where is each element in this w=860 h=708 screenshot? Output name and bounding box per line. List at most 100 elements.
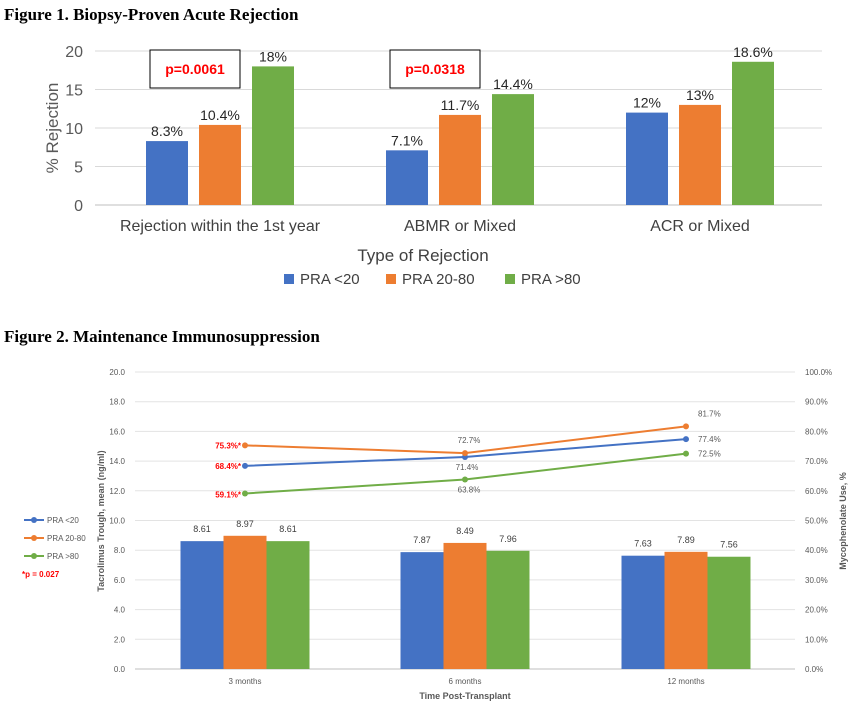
annotation-text: p=0.0318 bbox=[405, 61, 465, 77]
y2-tick-label: 0.0% bbox=[805, 665, 823, 674]
figure1-chart: 0 5 10 15 20 Rejection within the 1st year 8.3… bbox=[43, 44, 822, 288]
x-tick-label: Rejection within the 1st year bbox=[120, 218, 321, 235]
y2-tick-label: 20.0% bbox=[805, 606, 828, 615]
y-tick-label: 14.0 bbox=[109, 457, 125, 466]
y-axis-title: % Rejection bbox=[43, 83, 62, 174]
legend-marker bbox=[31, 535, 37, 541]
line-point bbox=[242, 442, 248, 449]
bar bbox=[679, 104, 721, 205]
y-tick-label: 20 bbox=[65, 44, 83, 61]
y2-tick-label: 100.0% bbox=[805, 368, 832, 377]
data-label: 7.87 bbox=[413, 535, 431, 545]
data-label: 10.4% bbox=[200, 107, 240, 123]
data-label: 18% bbox=[259, 48, 287, 64]
bar bbox=[223, 535, 267, 669]
data-label: 8.61 bbox=[193, 524, 211, 534]
bar bbox=[732, 61, 774, 205]
data-label: 8.97 bbox=[236, 519, 254, 529]
y-tick-label: 10.0 bbox=[109, 517, 125, 526]
y-tick-label: 18.0 bbox=[109, 398, 125, 407]
y-tick-label: 4.0 bbox=[114, 606, 126, 615]
bar bbox=[266, 541, 310, 669]
line-data-label: 63.8% bbox=[458, 486, 481, 495]
bar bbox=[146, 141, 188, 205]
line-data-label: 71.4% bbox=[456, 463, 479, 472]
x-tick-label: 6 months bbox=[449, 677, 482, 686]
y-tick-label: 12.0 bbox=[109, 487, 125, 496]
x-axis-title: Type of Rejection bbox=[357, 246, 488, 265]
x-tick-label: ACR or Mixed bbox=[650, 218, 750, 235]
line-point bbox=[683, 450, 689, 457]
legend-swatch bbox=[386, 274, 396, 284]
bar bbox=[252, 66, 294, 206]
data-label: 18.6% bbox=[733, 44, 773, 60]
legend-marker bbox=[31, 553, 37, 559]
bar bbox=[386, 150, 428, 205]
legend-label: PRA >80 bbox=[521, 271, 581, 288]
legend-swatch bbox=[505, 274, 515, 284]
y2-axis-title: Mycophenolate Use, % bbox=[838, 472, 848, 570]
bar bbox=[199, 124, 241, 205]
y-tick-label: 16.0 bbox=[109, 427, 125, 436]
y-tick-label: 0.0 bbox=[114, 665, 126, 674]
y-tick-label: 0 bbox=[74, 198, 83, 215]
bar bbox=[443, 542, 487, 669]
y-tick-label: 2.0 bbox=[114, 635, 126, 644]
data-label: 7.96 bbox=[499, 534, 517, 544]
bar bbox=[180, 541, 224, 669]
data-label: 11.7% bbox=[441, 97, 480, 113]
x-axis-title: Time Post-Transplant bbox=[419, 691, 510, 701]
y-tick-label: 15 bbox=[65, 83, 83, 100]
bar bbox=[439, 114, 481, 205]
y2-tick-label: 10.0% bbox=[805, 635, 828, 644]
legend-swatch bbox=[284, 274, 294, 284]
y-tick-label: 6.0 bbox=[114, 576, 126, 585]
x-tick-label: ABMR or Mixed bbox=[404, 218, 516, 235]
data-label: 14.4% bbox=[493, 76, 533, 92]
bar bbox=[400, 552, 444, 669]
y2-tick-label: 30.0% bbox=[805, 576, 828, 585]
line-data-label: 72.7% bbox=[458, 436, 481, 445]
line-point bbox=[462, 450, 468, 457]
line-data-label: 59.1%* bbox=[215, 490, 242, 499]
data-label: 7.89 bbox=[677, 535, 695, 545]
x-tick-label: 12 months bbox=[667, 677, 704, 686]
data-label: 7.1% bbox=[391, 132, 423, 148]
legend-marker bbox=[31, 517, 37, 523]
line-data-label: 72.5% bbox=[698, 450, 721, 459]
legend-label: PRA <20 bbox=[47, 516, 79, 525]
legend-label: PRA 20-80 bbox=[402, 271, 475, 288]
annotation-box bbox=[389, 49, 481, 89]
y-tick-label: 20.0 bbox=[109, 368, 125, 377]
line-point bbox=[242, 462, 248, 469]
data-label: 8.3% bbox=[151, 123, 183, 139]
y2-tick-label: 50.0% bbox=[805, 517, 828, 526]
y-tick-label: 10 bbox=[65, 121, 83, 138]
data-label: 8.61 bbox=[279, 524, 297, 534]
y2-tick-label: 40.0% bbox=[805, 546, 828, 555]
y2-tick-label: 80.0% bbox=[805, 427, 828, 436]
data-label: 7.56 bbox=[720, 540, 738, 550]
legend-label: PRA 20-80 bbox=[47, 534, 86, 543]
data-label: 13% bbox=[686, 87, 714, 103]
line-point bbox=[462, 476, 468, 483]
bar bbox=[621, 555, 665, 669]
bar bbox=[664, 551, 708, 669]
data-label: 7.63 bbox=[634, 539, 652, 549]
line-data-label: 77.4% bbox=[698, 435, 721, 444]
legend-label: PRA >80 bbox=[47, 552, 79, 561]
legend-note: *p = 0.027 bbox=[22, 570, 60, 579]
line-data-label: 81.7% bbox=[698, 409, 721, 418]
y-axis-title: Tacrolimus Trough, mean (ng/ml) bbox=[96, 450, 106, 591]
y-tick-label: 8.0 bbox=[114, 546, 126, 555]
bar bbox=[486, 550, 530, 669]
y2-tick-label: 60.0% bbox=[805, 487, 828, 496]
annotation-text: p=0.0061 bbox=[165, 61, 225, 77]
bar bbox=[626, 112, 668, 205]
y-tick-label: 5 bbox=[74, 160, 83, 177]
line-data-label: 68.4%* bbox=[215, 462, 242, 471]
y2-tick-label: 70.0% bbox=[805, 457, 828, 466]
data-label: 8.49 bbox=[456, 526, 474, 536]
line-point bbox=[242, 490, 248, 497]
